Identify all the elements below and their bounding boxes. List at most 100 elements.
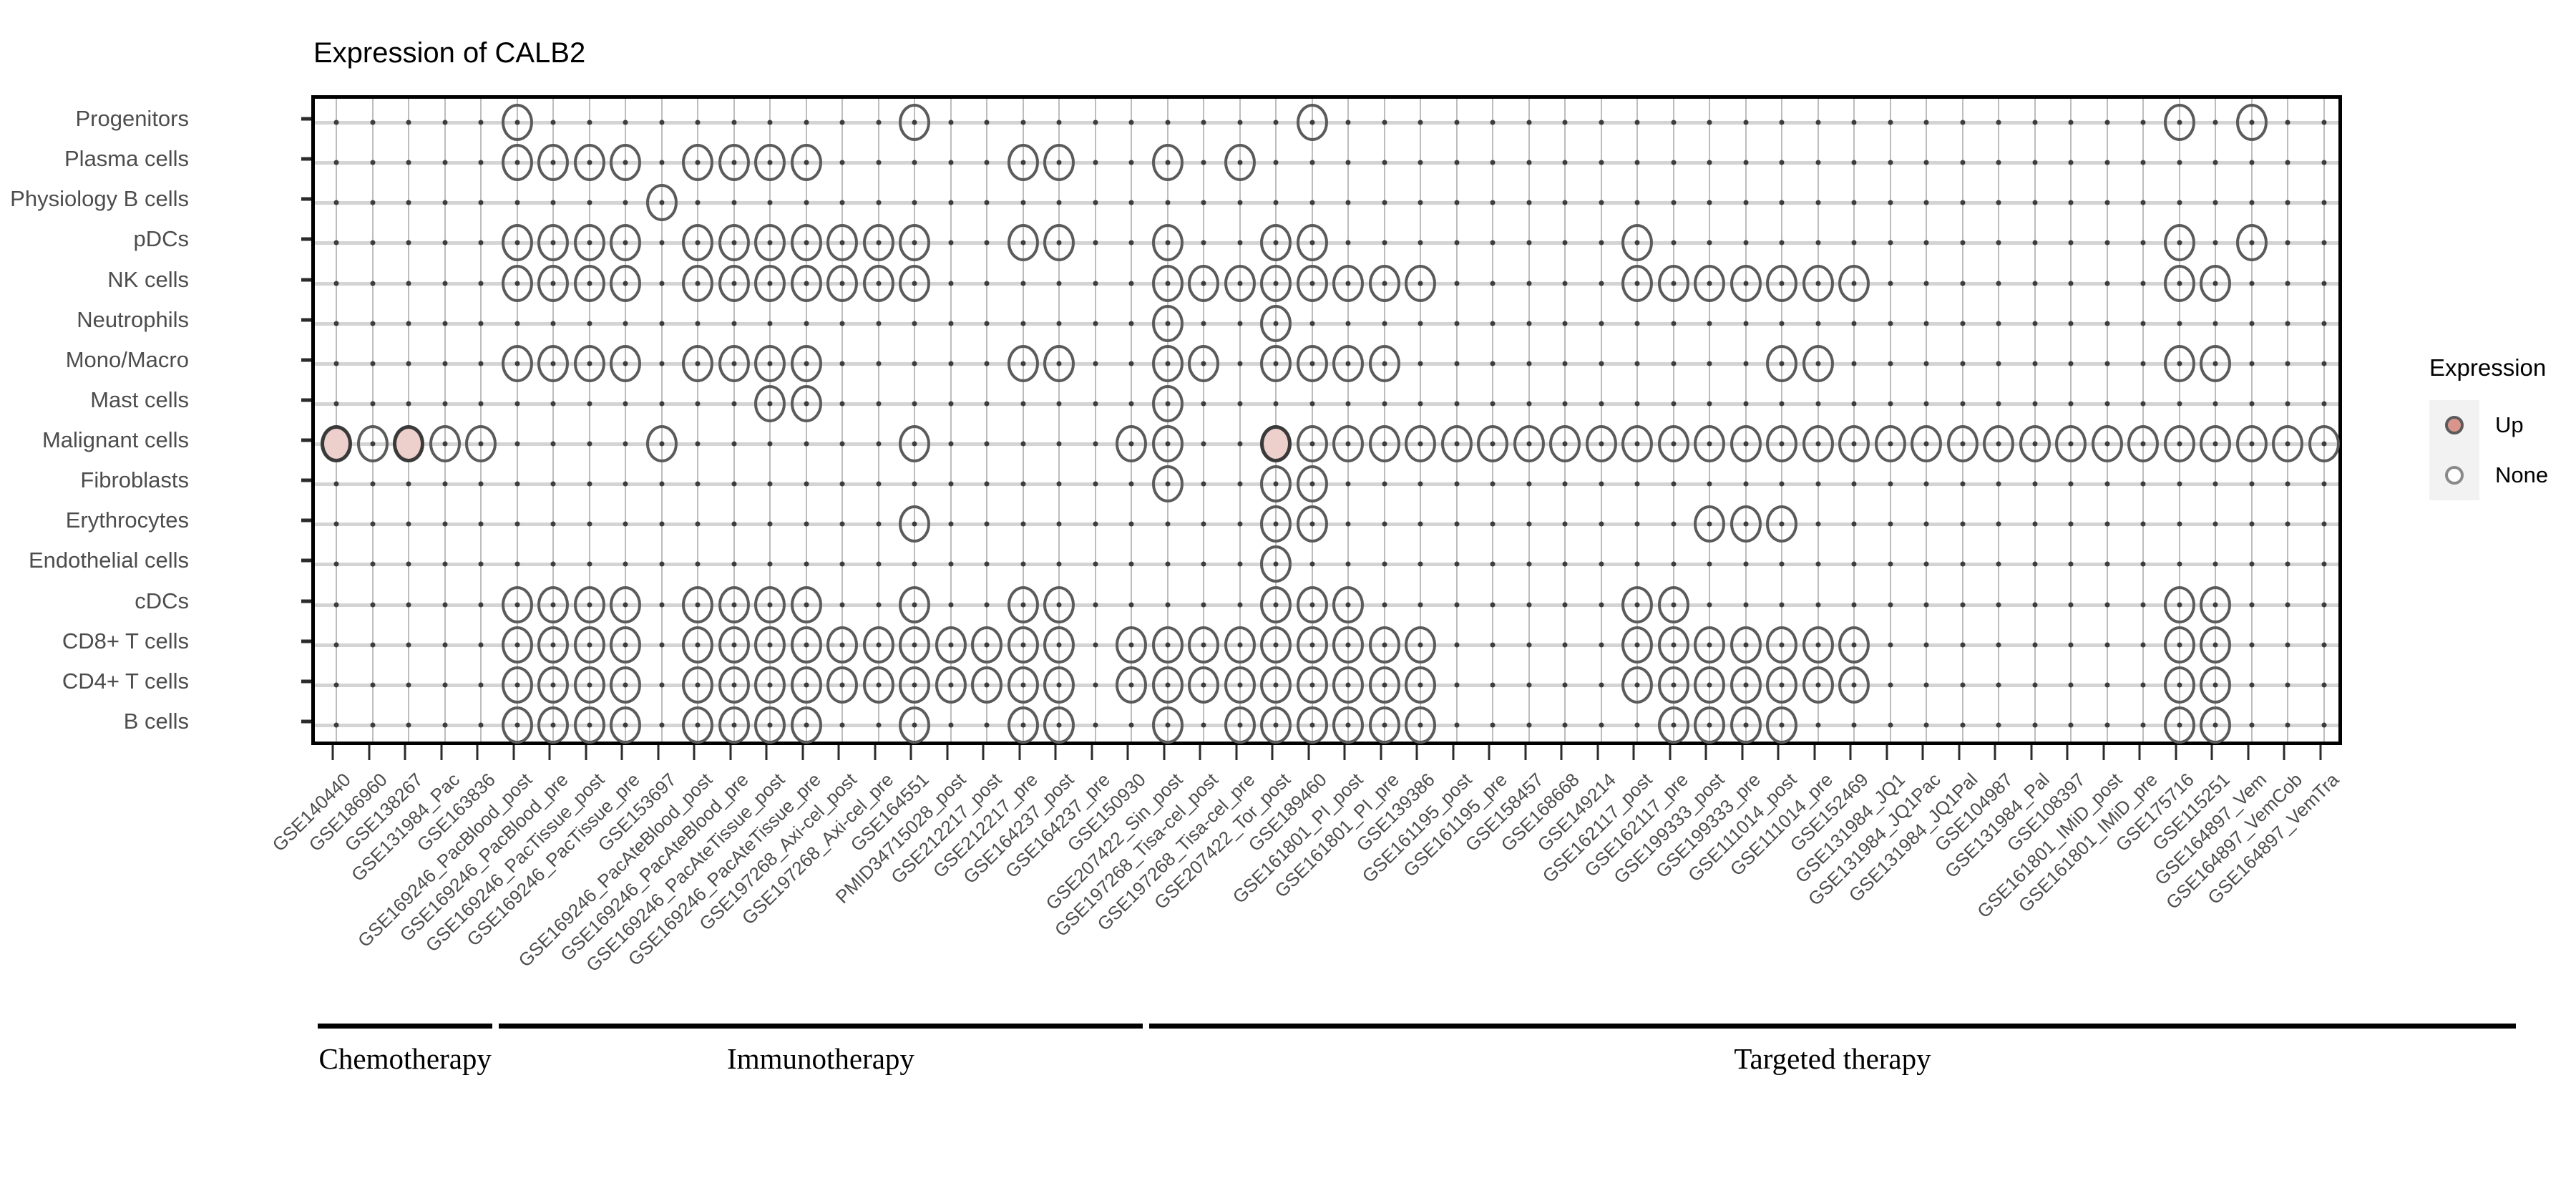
cell-none[interactable] bbox=[610, 626, 642, 664]
cell-none[interactable] bbox=[935, 626, 967, 664]
cell-none[interactable] bbox=[1729, 264, 1762, 302]
cell-none[interactable] bbox=[537, 706, 570, 744]
cell-up[interactable] bbox=[393, 425, 425, 463]
cell-none[interactable] bbox=[1151, 626, 1184, 664]
cell-none[interactable] bbox=[501, 344, 533, 382]
cell-none[interactable] bbox=[1260, 545, 1292, 583]
cell-none[interactable] bbox=[2163, 344, 2195, 382]
cell-none[interactable] bbox=[1043, 666, 1075, 704]
cell-none[interactable] bbox=[1260, 304, 1292, 342]
cell-none[interactable] bbox=[754, 224, 786, 262]
cell-none[interactable] bbox=[1151, 706, 1184, 744]
cell-none[interactable] bbox=[754, 384, 786, 422]
cell-none[interactable] bbox=[718, 626, 750, 664]
cell-none[interactable] bbox=[2055, 425, 2087, 463]
cell-none[interactable] bbox=[2200, 626, 2232, 664]
cell-none[interactable] bbox=[2200, 666, 2232, 704]
cell-none[interactable] bbox=[1802, 626, 1834, 664]
cell-none[interactable] bbox=[2019, 425, 2051, 463]
cell-none[interactable] bbox=[899, 425, 931, 463]
cell-none[interactable] bbox=[1802, 264, 1834, 302]
cell-none[interactable] bbox=[610, 264, 642, 302]
cell-none[interactable] bbox=[1621, 585, 1654, 623]
cell-none[interactable] bbox=[1043, 224, 1075, 262]
cell-none[interactable] bbox=[682, 224, 714, 262]
cell-none[interactable] bbox=[573, 666, 605, 704]
cell-none[interactable] bbox=[1766, 344, 1798, 382]
cell-none[interactable] bbox=[971, 666, 1003, 704]
cell-none[interactable] bbox=[1296, 104, 1328, 142]
cell-none[interactable] bbox=[356, 425, 389, 463]
cell-none[interactable] bbox=[899, 706, 931, 744]
cell-none[interactable] bbox=[1368, 425, 1400, 463]
cell-none[interactable] bbox=[718, 144, 750, 182]
cell-none[interactable] bbox=[1043, 144, 1075, 182]
cell-none[interactable] bbox=[429, 425, 461, 463]
cell-none[interactable] bbox=[1260, 626, 1292, 664]
cell-none[interactable] bbox=[682, 706, 714, 744]
cell-none[interactable] bbox=[1657, 706, 1689, 744]
cell-none[interactable] bbox=[1332, 706, 1365, 744]
cell-none[interactable] bbox=[1585, 425, 1617, 463]
cell-none[interactable] bbox=[1766, 425, 1798, 463]
cell-none[interactable] bbox=[1405, 264, 1437, 302]
cell-none[interactable] bbox=[790, 585, 822, 623]
cell-none[interactable] bbox=[1151, 425, 1184, 463]
cell-none[interactable] bbox=[1188, 626, 1220, 664]
cell-none[interactable] bbox=[718, 344, 750, 382]
cell-none[interactable] bbox=[1260, 666, 1292, 704]
cell-none[interactable] bbox=[1260, 264, 1292, 302]
cell-none[interactable] bbox=[1296, 626, 1328, 664]
cell-none[interactable] bbox=[1151, 144, 1184, 182]
cell-none[interactable] bbox=[501, 666, 533, 704]
cell-none[interactable] bbox=[537, 585, 570, 623]
cell-none[interactable] bbox=[826, 666, 859, 704]
cell-none[interactable] bbox=[826, 264, 859, 302]
cell-none[interactable] bbox=[1224, 264, 1256, 302]
cell-up[interactable] bbox=[321, 425, 353, 463]
cell-none[interactable] bbox=[1513, 425, 1545, 463]
cell-none[interactable] bbox=[718, 706, 750, 744]
cell-none[interactable] bbox=[1296, 465, 1328, 503]
cell-none[interactable] bbox=[2200, 585, 2232, 623]
cell-none[interactable] bbox=[1007, 144, 1039, 182]
cell-none[interactable] bbox=[826, 626, 859, 664]
cell-none[interactable] bbox=[537, 144, 570, 182]
cell-none[interactable] bbox=[682, 585, 714, 623]
cell-none[interactable] bbox=[754, 626, 786, 664]
cell-none[interactable] bbox=[1332, 264, 1365, 302]
cell-none[interactable] bbox=[1151, 344, 1184, 382]
cell-none[interactable] bbox=[1007, 224, 1039, 262]
cell-none[interactable] bbox=[1621, 666, 1654, 704]
legend-item[interactable]: None bbox=[2429, 450, 2548, 500]
cell-none[interactable] bbox=[899, 626, 931, 664]
cell-none[interactable] bbox=[2200, 344, 2232, 382]
cell-none[interactable] bbox=[1405, 706, 1437, 744]
cell-none[interactable] bbox=[1332, 666, 1365, 704]
cell-none[interactable] bbox=[1766, 666, 1798, 704]
cell-none[interactable] bbox=[1368, 626, 1400, 664]
cell-none[interactable] bbox=[1043, 344, 1075, 382]
cell-none[interactable] bbox=[754, 144, 786, 182]
cell-none[interactable] bbox=[1440, 425, 1473, 463]
cell-none[interactable] bbox=[1296, 344, 1328, 382]
cell-none[interactable] bbox=[1043, 585, 1075, 623]
cell-none[interactable] bbox=[1766, 626, 1798, 664]
cell-none[interactable] bbox=[1802, 425, 1834, 463]
cell-none[interactable] bbox=[1296, 666, 1328, 704]
cell-none[interactable] bbox=[899, 224, 931, 262]
cell-none[interactable] bbox=[1621, 425, 1654, 463]
cell-none[interactable] bbox=[790, 384, 822, 422]
cell-none[interactable] bbox=[1296, 264, 1328, 302]
legend-item[interactable]: Up bbox=[2429, 400, 2548, 450]
cell-none[interactable] bbox=[501, 144, 533, 182]
cell-none[interactable] bbox=[2200, 706, 2232, 744]
cell-none[interactable] bbox=[1657, 626, 1689, 664]
cell-none[interactable] bbox=[1296, 224, 1328, 262]
cell-none[interactable] bbox=[1694, 626, 1726, 664]
cell-none[interactable] bbox=[1657, 264, 1689, 302]
cell-none[interactable] bbox=[2235, 104, 2268, 142]
cell-none[interactable] bbox=[1621, 224, 1654, 262]
cell-none[interactable] bbox=[1296, 425, 1328, 463]
cell-none[interactable] bbox=[1946, 425, 1979, 463]
